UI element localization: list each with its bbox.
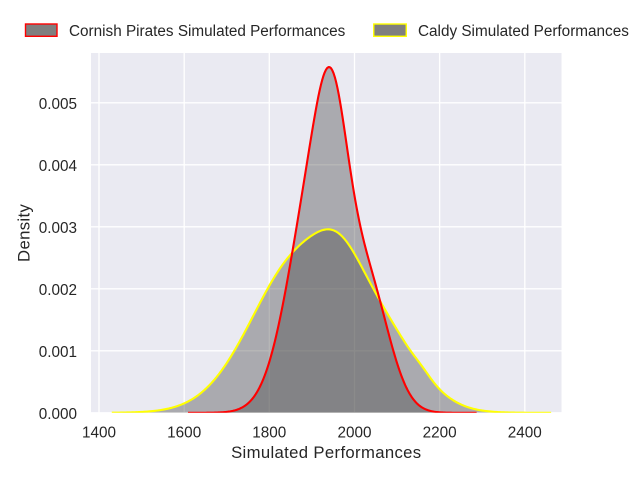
svg-text:2200: 2200	[423, 424, 457, 441]
svg-text:0.003: 0.003	[39, 220, 77, 237]
svg-text:Density: Density	[15, 204, 34, 262]
svg-text:Caldy Simulated Performances: Caldy Simulated Performances	[418, 23, 629, 40]
svg-text:2000: 2000	[337, 424, 371, 441]
svg-text:1800: 1800	[252, 424, 286, 441]
svg-text:Cornish Pirates Simulated Perf: Cornish Pirates Simulated Performances	[69, 23, 346, 40]
svg-text:2400: 2400	[508, 424, 542, 441]
svg-text:Simulated Performances: Simulated Performances	[231, 443, 421, 462]
svg-text:0.000: 0.000	[39, 406, 77, 423]
svg-text:0.004: 0.004	[39, 158, 78, 175]
svg-text:1600: 1600	[167, 424, 201, 441]
svg-text:0.002: 0.002	[39, 282, 77, 299]
svg-text:1400: 1400	[82, 424, 116, 441]
svg-text:0.005: 0.005	[39, 96, 77, 113]
svg-text:0.001: 0.001	[39, 344, 77, 361]
